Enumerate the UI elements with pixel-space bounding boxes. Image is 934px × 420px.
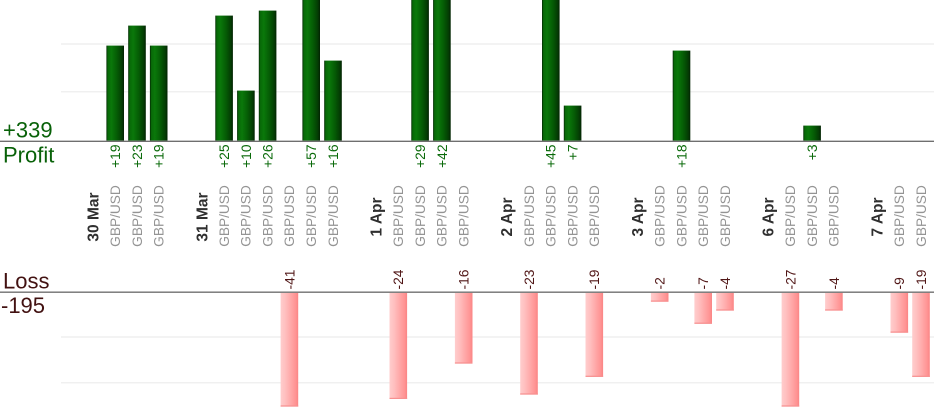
svg-text:+339: +339 (3, 118, 53, 143)
svg-text:-195: -195 (1, 293, 45, 318)
svg-text:+7: +7 (566, 145, 581, 161)
svg-text:-16: -16 (457, 269, 472, 289)
svg-text:Loss: Loss (3, 268, 49, 293)
svg-text:3 Apr: 3 Apr (630, 197, 647, 236)
svg-text:+19: +19 (152, 144, 167, 168)
svg-text:GBP/USD: GBP/USD (696, 185, 711, 247)
svg-text:GBP/USD: GBP/USD (892, 185, 907, 247)
svg-text:Profit: Profit (3, 143, 54, 168)
svg-text:GBP/USD: GBP/USD (544, 185, 559, 247)
svg-text:GBP/USD: GBP/USD (805, 185, 820, 247)
svg-text:7 Apr: 7 Apr (870, 197, 887, 236)
svg-text:GBP/USD: GBP/USD (674, 185, 689, 247)
svg-text:+26: +26 (261, 144, 276, 168)
svg-text:GBP/USD: GBP/USD (457, 185, 472, 247)
svg-text:+57: +57 (304, 145, 319, 168)
svg-text:+23: +23 (130, 144, 145, 168)
svg-text:GBP/USD: GBP/USD (565, 185, 580, 247)
svg-text:-7: -7 (696, 277, 711, 289)
svg-text:30 Mar: 30 Mar (85, 192, 102, 241)
svg-text:GBP/USD: GBP/USD (391, 185, 406, 247)
svg-text:-27: -27 (783, 270, 798, 290)
svg-text:GBP/USD: GBP/USD (827, 185, 842, 247)
svg-text:-24: -24 (391, 269, 406, 289)
svg-text:GBP/USD: GBP/USD (108, 185, 123, 247)
svg-text:GBP/USD: GBP/USD (522, 185, 537, 247)
svg-text:-41: -41 (282, 270, 297, 290)
svg-text:+29: +29 (413, 144, 428, 168)
svg-text:+45: +45 (544, 144, 559, 168)
svg-text:1 Apr: 1 Apr (369, 197, 386, 236)
svg-text:GBP/USD: GBP/USD (217, 185, 232, 247)
svg-text:-2: -2 (653, 277, 668, 289)
svg-text:-4: -4 (718, 277, 733, 290)
svg-text:GBP/USD: GBP/USD (718, 185, 733, 247)
svg-text:GBP/USD: GBP/USD (435, 185, 450, 247)
svg-text:GBP/USD: GBP/USD (914, 185, 929, 247)
svg-text:+18: +18 (674, 144, 689, 168)
svg-text:+3: +3 (805, 144, 820, 160)
svg-text:-19: -19 (914, 269, 929, 289)
svg-text:GBP/USD: GBP/USD (413, 185, 428, 247)
svg-text:GBP/USD: GBP/USD (260, 185, 275, 247)
svg-text:-23: -23 (522, 269, 537, 289)
svg-text:-4: -4 (827, 277, 842, 290)
svg-text:+16: +16 (326, 144, 341, 168)
svg-text:+10: +10 (239, 144, 254, 168)
svg-text:GBP/USD: GBP/USD (239, 185, 254, 247)
svg-text:+19: +19 (108, 144, 123, 168)
svg-text:GBP/USD: GBP/USD (130, 185, 145, 247)
svg-text:GBP/USD: GBP/USD (653, 185, 668, 247)
svg-text:GBP/USD: GBP/USD (783, 185, 798, 247)
svg-text:+25: +25 (217, 144, 232, 168)
svg-text:GBP/USD: GBP/USD (282, 185, 297, 247)
svg-text:+42: +42 (435, 145, 450, 168)
svg-text:2 Apr: 2 Apr (499, 197, 516, 236)
svg-text:6 Apr: 6 Apr (761, 197, 778, 236)
svg-text:-9: -9 (892, 277, 907, 290)
svg-text:GBP/USD: GBP/USD (326, 185, 341, 247)
svg-text:GBP/USD: GBP/USD (152, 185, 167, 247)
svg-text:GBP/USD: GBP/USD (587, 185, 602, 247)
svg-text:-19: -19 (587, 269, 602, 289)
svg-text:31 Mar: 31 Mar (194, 192, 211, 241)
svg-text:GBP/USD: GBP/USD (304, 185, 319, 247)
